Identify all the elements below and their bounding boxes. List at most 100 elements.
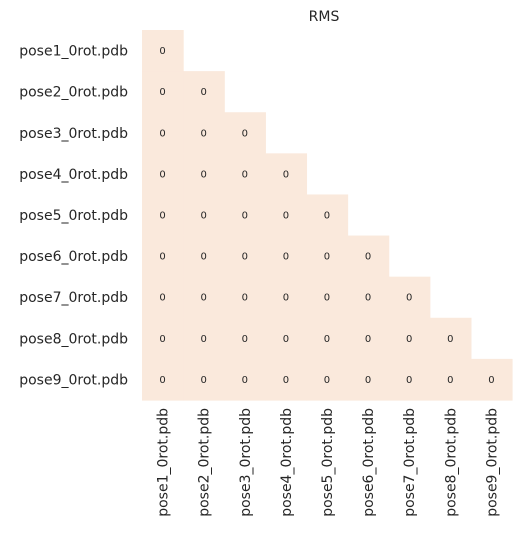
heatmap-cell-label: 0	[283, 293, 289, 304]
y-tick-label: pose5_0rot.pdb	[19, 208, 128, 224]
heatmap-cell	[429, 317, 472, 360]
heatmap-cell-label: 0	[159, 210, 165, 221]
heatmap-cell-label: 0	[200, 87, 206, 98]
x-tick-label: pose2_0rot.pdb	[197, 408, 213, 517]
heatmap-cell	[142, 112, 184, 154]
heatmap-cell	[265, 317, 308, 360]
heatmap-cell-label: 0	[159, 334, 165, 345]
heatmap-cell-label: 0	[159, 46, 165, 57]
heatmap-cell	[388, 276, 431, 319]
heatmap-cell-label: 0	[159, 252, 165, 263]
heatmap-cell-label: 0	[365, 334, 371, 345]
heatmap-cell	[224, 317, 266, 360]
heatmap-cell-label: 0	[200, 210, 206, 221]
heatmap-cell-label: 0	[283, 169, 289, 180]
heatmap-cell-label: 0	[324, 334, 330, 345]
heatmap-cell-label: 0	[365, 375, 371, 386]
x-tick-label: pose9_0rot.pdb	[484, 408, 500, 517]
heatmap-cell	[388, 358, 431, 401]
heatmap-cell-label: 0	[242, 334, 248, 345]
x-tick-label: pose3_0rot.pdb	[238, 408, 254, 517]
heatmap-cell	[183, 71, 225, 113]
heatmap-cell-label: 0	[242, 293, 248, 304]
x-tick-label: pose5_0rot.pdb	[320, 408, 336, 517]
x-tick-label: pose6_0rot.pdb	[361, 408, 377, 517]
heatmap-cell	[142, 153, 184, 196]
heatmap-cell-label: 0	[159, 375, 165, 386]
heatmap-cell-labels: 0 0 0 0 0 0 0 0 0 0 0 0 0 0 0 0 0 0 0 0 0 0 0 0 0 0 0 0 0 0 0 0 0 0 0 0 0 0 0 0…	[159, 46, 494, 386]
heatmap-cell-label: 0	[200, 334, 206, 345]
heatmap-cell-label: 0	[283, 252, 289, 263]
heatmap-cell	[183, 112, 225, 154]
heatmap-cell	[183, 153, 225, 196]
x-axis-tick-labels: pose1_0rot.pdb pose2_0rot.pdb pose3_0rot.p…	[156, 408, 501, 517]
heatmap-cell	[388, 317, 431, 360]
heatmap-cell	[347, 358, 390, 401]
y-tick-label: pose7_0rot.pdb	[19, 290, 128, 306]
heatmap-cells	[142, 30, 513, 401]
heatmap-cell	[142, 317, 184, 360]
heatmap-cell-label: 0	[242, 169, 248, 180]
heatmap-cell	[224, 358, 266, 401]
heatmap-cell	[429, 358, 472, 401]
y-tick-label: pose9_0rot.pdb	[19, 372, 128, 388]
heatmap-cell-label: 0	[447, 375, 453, 386]
heatmap-cell	[265, 358, 308, 401]
heatmap-cell-label: 0	[242, 128, 248, 139]
heatmap-cell	[142, 194, 184, 237]
x-tick-label: pose1_0rot.pdb	[156, 408, 172, 517]
heatmap-cell	[142, 71, 184, 113]
heatmap-cell	[142, 276, 184, 319]
heatmap-cell	[347, 276, 390, 319]
y-tick-label: pose2_0rot.pdb	[19, 85, 128, 101]
heatmap-cell-label: 0	[200, 169, 206, 180]
heatmap-cell-label: 0	[324, 293, 330, 304]
heatmap-cell	[183, 358, 225, 401]
heatmap-cell-label: 0	[406, 375, 412, 386]
heatmap-cell	[347, 317, 390, 360]
heatmap-cell-label: 0	[283, 375, 289, 386]
heatmap-cell	[224, 153, 266, 196]
heatmap-cell-label: 0	[324, 252, 330, 263]
heatmap-cell-label: 0	[159, 293, 165, 304]
heatmap-cell	[306, 276, 349, 319]
heatmap-cell	[306, 358, 349, 401]
y-tick-label: pose4_0rot.pdb	[19, 167, 128, 183]
heatmap-cell	[224, 235, 266, 278]
heatmap-cell-label: 0	[406, 293, 412, 304]
x-tick-label: pose4_0rot.pdb	[279, 408, 295, 517]
heatmap-cell-label: 0	[324, 210, 330, 221]
heatmap-cell-label: 0	[200, 375, 206, 386]
y-tick-label: pose6_0rot.pdb	[19, 249, 128, 265]
heatmap-cell	[265, 153, 308, 196]
heatmap-cell-label: 0	[159, 128, 165, 139]
heatmap-cell-label: 0	[242, 252, 248, 263]
heatmap-cell	[265, 235, 308, 278]
heatmap-cell-label: 0	[488, 375, 494, 386]
y-axis-tick-labels: pose1_0rot.pdb pose2_0rot.pdb pose3_0rot.p…	[19, 44, 128, 389]
heatmap-cell	[306, 235, 349, 278]
heatmap-cell-label: 0	[242, 375, 248, 386]
heatmap-cell-label: 0	[406, 334, 412, 345]
chart-title: RMS	[309, 9, 340, 25]
heatmap-cell-label: 0	[324, 375, 330, 386]
heatmap-cell-label: 0	[200, 293, 206, 304]
heatmap-cell-label: 0	[283, 210, 289, 221]
heatmap-cell	[306, 317, 349, 360]
heatmap-cell-label: 0	[200, 252, 206, 263]
y-tick-label: pose8_0rot.pdb	[19, 331, 128, 347]
heatmap-cell	[224, 276, 266, 319]
heatmap-cell	[265, 276, 308, 319]
heatmap-cell	[183, 235, 225, 278]
heatmap-cell	[470, 358, 513, 401]
heatmap-cell	[347, 235, 390, 278]
heatmap-cell	[224, 194, 266, 237]
heatmap-cell-label: 0	[447, 334, 453, 345]
heatmap-cell	[265, 194, 308, 237]
heatmap-cell-label: 0	[365, 252, 371, 263]
heatmap-cell	[183, 276, 225, 319]
heatmap-cell	[142, 358, 184, 401]
heatmap-cell-label: 0	[159, 87, 165, 98]
